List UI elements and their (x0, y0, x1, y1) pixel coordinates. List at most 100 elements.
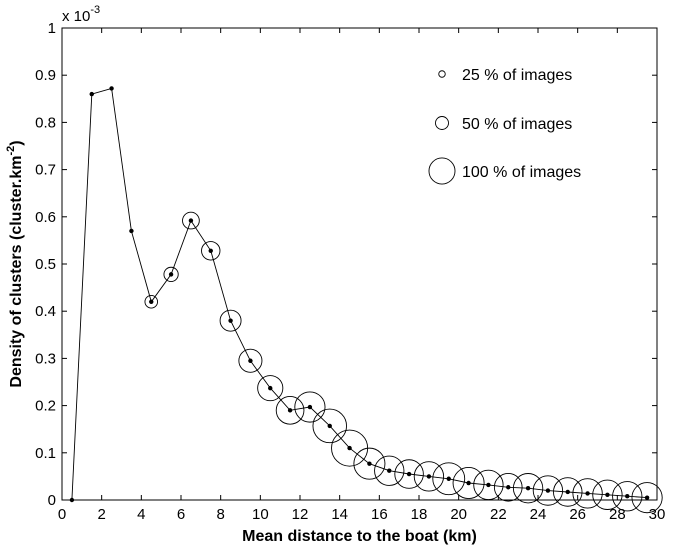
legend-marker (438, 70, 446, 78)
data-point (347, 445, 352, 451)
x-tick-label: 30 (649, 506, 666, 523)
x-tick-label: 22 (490, 506, 507, 523)
image-fraction-circle (219, 309, 242, 332)
data-point (268, 385, 273, 391)
data-point (565, 489, 570, 495)
image-fraction-circle (612, 481, 643, 512)
x-tick-label: 4 (137, 506, 145, 523)
data-point (149, 299, 154, 304)
data-point (506, 485, 511, 490)
data-point (605, 492, 610, 498)
image-fraction-circle (413, 461, 445, 492)
image-fraction-circle (631, 482, 663, 514)
y-tick-label: 0.4 (35, 303, 56, 320)
data-point (585, 491, 590, 496)
y-tick-label: 0.6 (35, 209, 56, 226)
x-tick-label: 28 (609, 506, 626, 523)
y-axis-label: Density of clusters (cluster.km-2) (5, 140, 25, 387)
data-point (625, 494, 630, 499)
data-point (545, 488, 551, 493)
y-tick-label: 0.8 (35, 114, 56, 131)
legend: 25 % of images 50 % of images 100 % of ima… (428, 67, 581, 185)
image-fraction-circle (592, 479, 623, 510)
legend-label: 100 % of images (462, 164, 581, 181)
x-tick-label: 8 (216, 506, 224, 523)
data-point (109, 86, 114, 91)
x-tick-label: 26 (569, 506, 586, 523)
data-point (387, 468, 392, 473)
legend-marker (435, 116, 449, 130)
data-point (228, 318, 233, 323)
image-fraction-circle (275, 396, 305, 425)
data-point (307, 404, 313, 410)
data-point (248, 358, 253, 363)
series-line (71, 87, 648, 501)
y-multiplier-exponent: -3 (90, 4, 100, 16)
y-tick-label: 0 (48, 492, 56, 509)
data-point (129, 228, 134, 234)
image-fraction-circle (452, 467, 485, 499)
data-point (287, 408, 293, 413)
image-fraction-circle (473, 469, 504, 501)
x-tick-label: 14 (331, 506, 348, 523)
y-tick-label: 0.3 (35, 350, 56, 367)
image-fraction-circle (572, 478, 603, 509)
data-point (466, 480, 471, 486)
data-point (446, 476, 451, 481)
y-multiplier-base: x 10 (62, 8, 90, 25)
y-tick-label: 1 (48, 20, 56, 37)
axes: 0 2 4 6 8 10 12 14 16 18 20 22 24 26 28 3000.10.20.30.4… (5, 4, 665, 545)
x-axis-label: Mean distance to the boat (km) (242, 528, 477, 545)
data-point (208, 248, 213, 253)
y-tick-label: 0.1 (35, 445, 56, 462)
x-tick-label: 0 (58, 506, 66, 523)
data-point (644, 495, 650, 500)
plot-data (69, 86, 663, 514)
data-point (168, 272, 174, 277)
data-point (327, 423, 332, 429)
image-fraction-circle (294, 391, 326, 423)
data-point (406, 471, 412, 477)
legend-marker (428, 157, 456, 185)
y-axis-label-main: Density of clusters (cluster.km (8, 156, 25, 388)
y-tick-label: 0.2 (35, 398, 56, 415)
image-fraction-circle (163, 266, 179, 282)
y-tick-label: 0.7 (35, 162, 56, 179)
data-point (69, 497, 75, 503)
data-point (486, 482, 491, 488)
image-fraction-circle (201, 241, 221, 261)
y-multiplier: x 10-3 (62, 4, 100, 25)
image-fraction-circle (553, 477, 583, 507)
x-tick-label: 10 (252, 506, 269, 523)
image-fraction-circle (238, 348, 263, 373)
y-axis-label-close: ) (8, 140, 25, 145)
legend-label: 25 % of images (462, 67, 572, 84)
x-tick-label: 24 (530, 506, 547, 523)
plot-frame (61, 27, 658, 501)
image-fraction-circle (432, 462, 466, 496)
x-tick-label: 18 (411, 506, 428, 523)
image-fraction-circle (312, 408, 348, 444)
image-fraction-circle (532, 475, 564, 506)
data-point (426, 474, 432, 479)
x-tick-label: 6 (177, 506, 185, 523)
y-tick-label: 0.5 (35, 256, 56, 273)
data-point (89, 91, 94, 97)
image-fraction-circle (374, 455, 405, 486)
image-fraction-circle (144, 295, 158, 309)
legend-label: 50 % of images (462, 116, 572, 133)
image-fraction-circle (493, 472, 523, 502)
x-tick-label: 12 (292, 506, 309, 523)
x-tick-label: 20 (450, 506, 467, 523)
image-fraction-circle (394, 459, 424, 489)
image-fraction-circle (182, 211, 200, 230)
y-axis-label-exponent: -2 (5, 146, 17, 156)
x-tick-label: 16 (371, 506, 388, 523)
image-fraction-circle (353, 447, 386, 480)
image-fraction-circle (512, 473, 544, 504)
y-tick-label: 0.9 (35, 67, 56, 84)
data-point (188, 218, 194, 223)
data-point (367, 461, 372, 466)
data-point (525, 486, 531, 491)
